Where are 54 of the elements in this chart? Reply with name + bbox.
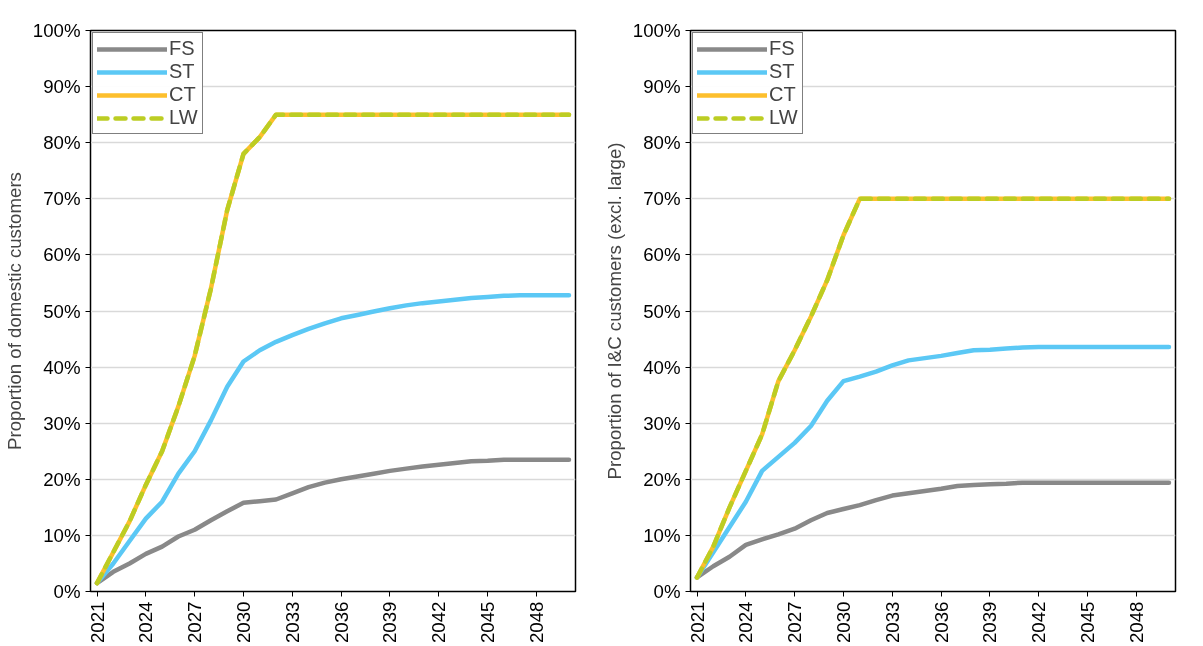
x-tick-label: 2030 bbox=[232, 601, 254, 643]
x-tick-label: 2036 bbox=[330, 601, 352, 643]
x-tick-label: 2021 bbox=[86, 601, 108, 643]
x-tick-label: 2033 bbox=[281, 601, 303, 643]
legend-label: CT bbox=[769, 83, 796, 106]
x-tick-label: 2021 bbox=[686, 601, 708, 643]
line-series bbox=[694, 196, 1172, 580]
y-tick-label: 30% bbox=[643, 412, 681, 434]
x-tick-label: 2036 bbox=[930, 601, 952, 643]
x-tick-label: 2048 bbox=[1125, 601, 1147, 643]
y-tick-label: 50% bbox=[643, 300, 681, 322]
y-axis-title: Proportion of domestic customers bbox=[3, 172, 25, 450]
x-tick-label: 2027 bbox=[184, 601, 206, 643]
legend-label: FS bbox=[769, 37, 795, 60]
y-tick-label: 90% bbox=[643, 76, 681, 98]
legend-label: LW bbox=[769, 106, 798, 129]
y-tick-label: 100% bbox=[632, 20, 681, 41]
y-tick-label: 40% bbox=[643, 356, 681, 378]
legend-label: LW bbox=[169, 106, 198, 129]
x-tick-label: 2033 bbox=[881, 601, 903, 643]
y-tick-label: 80% bbox=[643, 132, 681, 154]
y-tick-label: 0% bbox=[653, 581, 681, 602]
y-axis-title: Proportion of I&C customers (excl. large) bbox=[603, 142, 625, 480]
legend-label: CT bbox=[169, 83, 196, 106]
x-tick-label: 2045 bbox=[1077, 601, 1099, 643]
x-tick-label: 2039 bbox=[979, 601, 1001, 643]
y-tick-label: 40% bbox=[43, 356, 81, 378]
legend-label: ST bbox=[769, 60, 795, 83]
y-tick-label: 90% bbox=[43, 76, 81, 98]
legend-label: FS bbox=[169, 37, 195, 60]
x-tick-label: 2042 bbox=[1028, 601, 1050, 643]
x-tick-label: 2039 bbox=[379, 601, 401, 643]
y-tick-label: 50% bbox=[43, 300, 81, 322]
y-tick-label: 80% bbox=[43, 132, 81, 154]
x-tick-label: 2048 bbox=[525, 601, 547, 643]
y-tick-label: 30% bbox=[43, 412, 81, 434]
y-tick-label: 60% bbox=[643, 244, 681, 266]
y-tick-label: 60% bbox=[43, 244, 81, 266]
y-tick-label: 20% bbox=[43, 468, 81, 490]
y-tick-label: 70% bbox=[643, 188, 681, 210]
y-tick-label: 100% bbox=[32, 20, 81, 41]
y-tick-label: 0% bbox=[53, 581, 81, 602]
y-tick-label: 20% bbox=[643, 468, 681, 490]
y-tick-label: 10% bbox=[643, 524, 681, 546]
x-tick-label: 2024 bbox=[735, 601, 757, 643]
y-tick-label: 10% bbox=[43, 524, 81, 546]
x-tick-label: 2027 bbox=[784, 601, 806, 643]
y-tick-label: 70% bbox=[43, 188, 81, 210]
line-series bbox=[94, 112, 572, 586]
x-tick-label: 2030 bbox=[832, 601, 854, 643]
legend-label: ST bbox=[169, 60, 195, 83]
x-tick-label: 2045 bbox=[477, 601, 499, 643]
x-tick-label: 2024 bbox=[135, 601, 157, 643]
x-tick-label: 2042 bbox=[428, 601, 450, 643]
